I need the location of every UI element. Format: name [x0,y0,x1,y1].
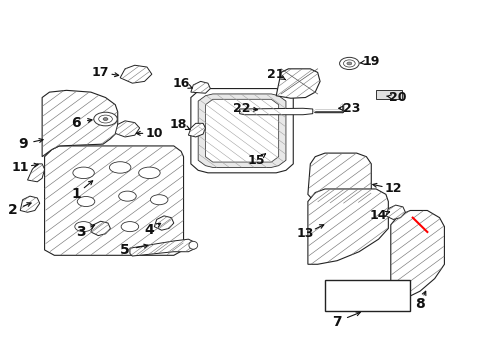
Bar [325,280,409,311]
Text: 4: 4 [144,223,154,237]
Ellipse shape [121,222,139,231]
Ellipse shape [94,112,117,126]
Text: 7: 7 [332,315,341,329]
Text: 15: 15 [247,154,265,167]
Polygon shape [276,69,320,98]
Ellipse shape [150,195,167,205]
Ellipse shape [103,118,108,121]
Text: 5: 5 [120,243,130,257]
Text: 13: 13 [296,227,313,240]
Text: 12: 12 [384,183,401,195]
Text: 11: 11 [11,161,29,174]
Ellipse shape [119,191,136,201]
Ellipse shape [339,57,358,69]
Polygon shape [205,99,278,162]
Polygon shape [91,221,110,235]
Polygon shape [190,81,210,93]
Polygon shape [188,123,205,137]
Text: 20: 20 [388,91,406,104]
Polygon shape [44,146,183,255]
Polygon shape [27,164,44,182]
Ellipse shape [99,115,112,123]
FancyBboxPatch shape [375,90,401,99]
Text: 23: 23 [343,102,360,115]
Text: 19: 19 [362,55,379,68]
Text: 8: 8 [414,297,424,311]
Ellipse shape [77,197,95,207]
Polygon shape [20,196,40,212]
Polygon shape [198,94,285,167]
Polygon shape [190,89,293,173]
Ellipse shape [343,60,354,67]
Ellipse shape [109,162,131,173]
Polygon shape [154,216,173,230]
Ellipse shape [75,222,92,231]
Polygon shape [239,108,312,115]
Text: 16: 16 [172,77,189,90]
Polygon shape [120,65,152,83]
Polygon shape [130,239,195,256]
Polygon shape [385,205,405,220]
Ellipse shape [139,167,160,179]
Text: 17: 17 [92,66,109,79]
Text: 6: 6 [71,116,81,130]
Text: 22: 22 [233,102,250,115]
Text: 14: 14 [369,210,386,222]
Text: 2: 2 [8,203,18,217]
Text: 10: 10 [145,127,163,140]
Polygon shape [390,211,444,298]
Polygon shape [42,90,118,157]
Ellipse shape [73,167,94,179]
Text: 1: 1 [71,187,81,201]
Polygon shape [115,121,140,137]
Text: 18: 18 [170,118,187,131]
Ellipse shape [188,241,197,249]
Polygon shape [307,189,387,264]
Text: 3: 3 [76,225,86,239]
Ellipse shape [346,62,351,65]
Polygon shape [307,153,370,203]
Text: 9: 9 [18,137,27,151]
Text: 21: 21 [267,68,285,81]
